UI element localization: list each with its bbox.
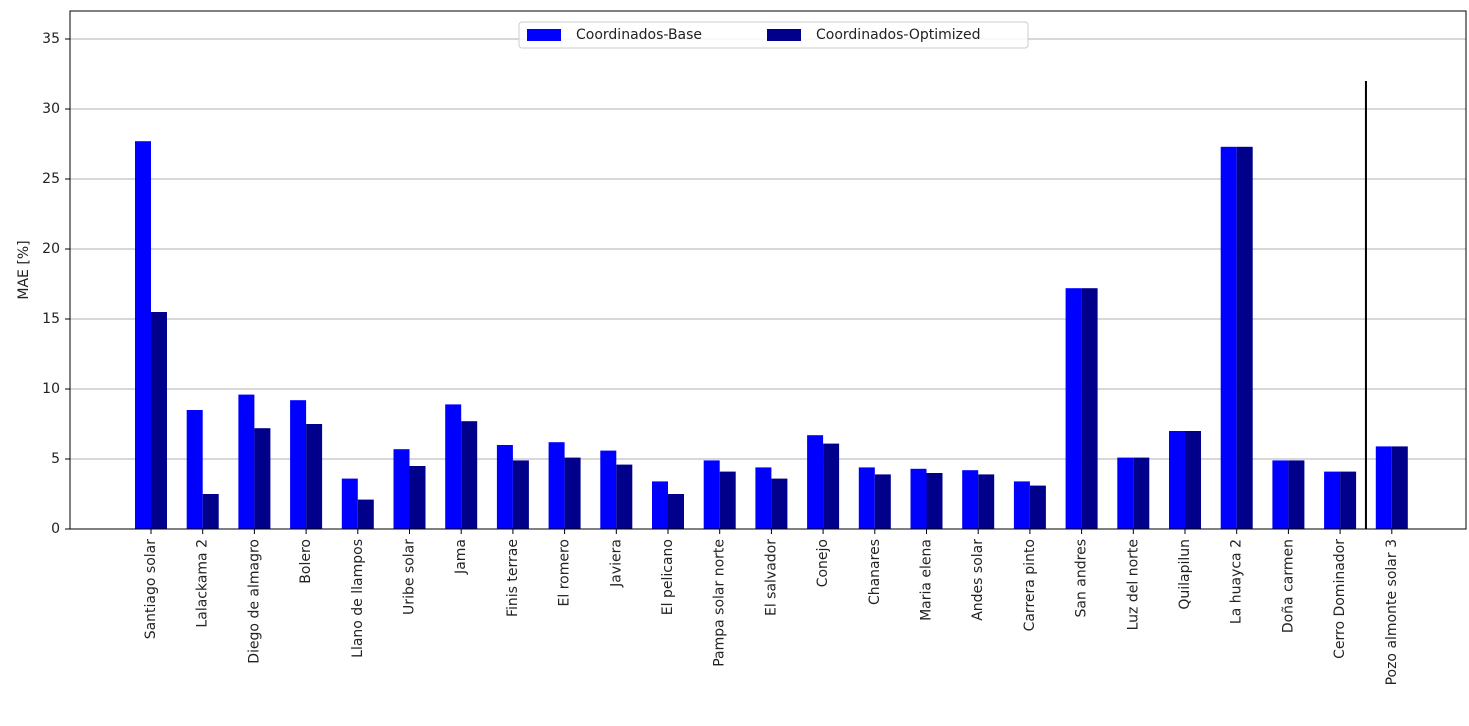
bar-base (1065, 288, 1082, 529)
bar-optimized (512, 460, 529, 529)
y-tick-labels: 0 5 10 15 20 25 30 35 (42, 31, 70, 537)
legend-label: Coordinados-Base (576, 27, 702, 43)
bar-optimized (1029, 485, 1046, 529)
plot-frame (69, 10, 1467, 530)
bar-base (703, 460, 720, 529)
y-tick-label: 30 (42, 101, 60, 117)
bar-base (600, 450, 617, 529)
y-tick-label: 10 (42, 381, 60, 397)
x-tick-label: Pampa solar norte (712, 539, 728, 667)
bar-base (290, 400, 307, 529)
bar-optimized (409, 466, 426, 529)
x-tick-label: Diego de almagro (246, 539, 262, 664)
bar-base (1013, 481, 1030, 529)
bar-optimized (874, 474, 891, 529)
bar-base (445, 404, 462, 529)
bar-base (858, 467, 875, 529)
x-tick-label: Luz del norte (1125, 539, 1141, 630)
bar-optimized (202, 494, 219, 529)
bar-base (238, 394, 255, 529)
y-tick-label: 20 (42, 241, 60, 257)
bar-optimized (1391, 446, 1408, 529)
bar-base (1117, 457, 1134, 529)
bar-base (755, 467, 772, 529)
bar-base (1169, 431, 1185, 529)
bar-optimized (926, 473, 943, 529)
bar-base (652, 481, 668, 529)
x-tick-label: Chanares (867, 539, 883, 605)
x-tick-label: La huayca 2 (1229, 539, 1245, 624)
x-tick-label: Carrera pinto (1022, 539, 1038, 631)
bar-base (1375, 446, 1392, 529)
bar-base (1324, 471, 1341, 529)
y-tick-label: 5 (51, 451, 60, 467)
bar-base (1220, 146, 1237, 530)
x-tick-label: El salvador (763, 539, 779, 616)
x-tick-label: Llano de llampos (350, 539, 366, 658)
x-tick-label: Lalackama 2 (195, 539, 211, 628)
x-tick-label: Andes solar (970, 539, 986, 621)
x-tick-label: El romero (557, 539, 573, 606)
bar-base (910, 468, 927, 529)
bar-optimized (823, 443, 840, 529)
y-tick-label: 35 (42, 31, 60, 47)
bar-optimized (978, 474, 995, 529)
bar-base (1272, 460, 1289, 529)
x-tick-labels: Santiago solar Lalackama 2 Diego de almagr… (143, 529, 1400, 685)
legend-swatch (767, 29, 801, 41)
bar-optimized (357, 499, 374, 529)
x-tick-label: Finis terrae (505, 539, 521, 617)
bar-optimized (616, 464, 633, 529)
bars (135, 81, 1408, 530)
bar-optimized (719, 471, 736, 529)
x-tick-label: Javiera (608, 539, 624, 588)
x-tick-label: Santiago solar (143, 539, 159, 640)
bar-optimized (771, 478, 788, 529)
bar-base (548, 442, 565, 529)
legend-label: Coordinados-Optimized (816, 27, 981, 43)
bar-base (962, 470, 979, 529)
bar-base (135, 141, 151, 529)
bar-optimized (151, 312, 167, 529)
x-tick-label: Cerro Dominador (1332, 539, 1348, 659)
y-axis-label: MAE [%] (16, 240, 32, 299)
x-tick-label: Pozo almonte solar 3 (1384, 539, 1400, 685)
bar-optimized (306, 424, 323, 529)
bar-optimized (1288, 460, 1305, 529)
x-tick-label: Uribe solar (402, 539, 418, 615)
bar-optimized (461, 421, 478, 529)
y-tick-label: 0 (51, 521, 60, 537)
x-tick-label: San andres (1074, 539, 1090, 617)
y-tick-label: 25 (42, 171, 60, 187)
bar-base (186, 410, 203, 529)
legend: Coordinados-Base Coordinados-Optimized (518, 21, 1029, 49)
x-tick-label: Conejo (815, 539, 831, 587)
y-tick-label: 15 (42, 311, 60, 327)
bar-optimized (668, 494, 684, 529)
axes (69, 10, 1467, 530)
legend-swatch (527, 29, 561, 41)
bar-base (341, 478, 358, 529)
bar-optimized (1133, 457, 1150, 529)
x-tick-label: El pelicano (660, 539, 676, 615)
bar-optimized (1236, 146, 1253, 530)
bar-base (807, 435, 824, 529)
bar-optimized (254, 428, 271, 529)
grid-lines (70, 38, 1466, 460)
bar-optimized (1340, 471, 1357, 529)
bar-optimized (564, 457, 581, 529)
x-tick-label: Jama (453, 539, 469, 575)
bar-optimized (1185, 431, 1201, 529)
x-tick-label: Doña carmen (1280, 539, 1296, 633)
x-tick-label: Quilapilun (1177, 539, 1193, 610)
bar-base (496, 445, 513, 529)
x-tick-label: Bolero (298, 539, 314, 584)
x-tick-label: Maria elena (919, 539, 935, 621)
bar-base (393, 449, 410, 529)
bar-optimized (1081, 288, 1098, 529)
